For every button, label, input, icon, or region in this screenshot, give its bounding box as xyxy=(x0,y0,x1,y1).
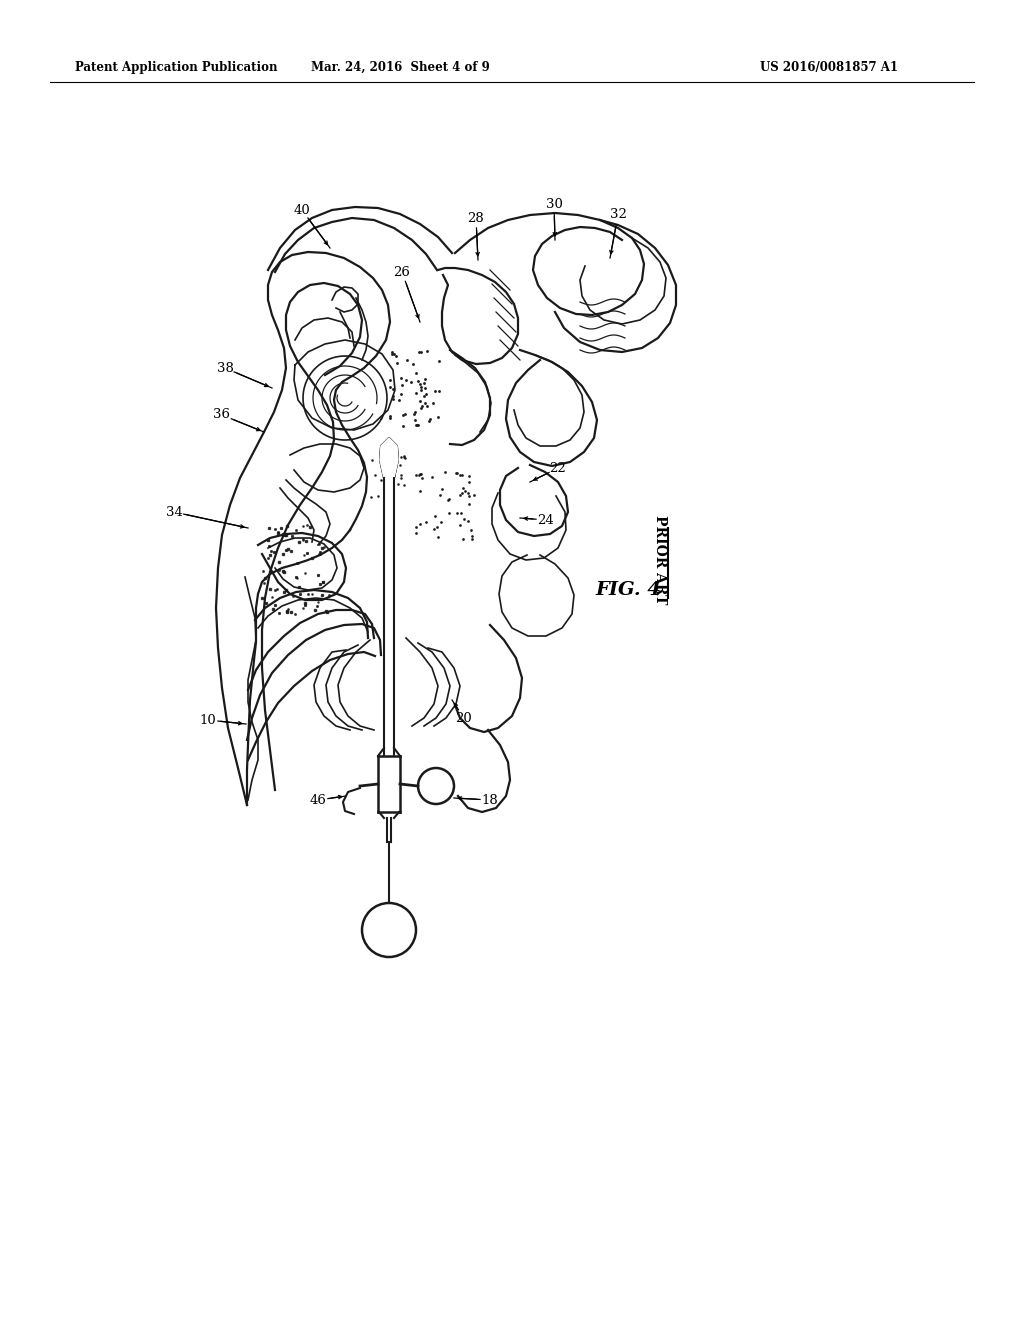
Text: US 2016/0081857 A1: US 2016/0081857 A1 xyxy=(760,61,898,74)
Text: 40: 40 xyxy=(294,203,310,216)
Text: 26: 26 xyxy=(393,265,411,279)
Text: PRIOR ART: PRIOR ART xyxy=(653,515,667,605)
Polygon shape xyxy=(384,478,394,810)
Text: 38: 38 xyxy=(216,362,233,375)
Text: 36: 36 xyxy=(213,408,230,421)
Text: 24: 24 xyxy=(538,513,554,527)
Polygon shape xyxy=(380,438,398,478)
Text: 30: 30 xyxy=(546,198,562,210)
Text: Patent Application Publication: Patent Application Publication xyxy=(75,61,278,74)
Text: Mar. 24, 2016  Sheet 4 of 9: Mar. 24, 2016 Sheet 4 of 9 xyxy=(310,61,489,74)
Polygon shape xyxy=(378,756,400,812)
Text: 22: 22 xyxy=(550,462,566,474)
Text: 46: 46 xyxy=(309,793,327,807)
Text: 20: 20 xyxy=(456,711,472,725)
Text: 18: 18 xyxy=(481,793,499,807)
Text: FIG. 4: FIG. 4 xyxy=(595,581,662,599)
Text: 28: 28 xyxy=(468,211,484,224)
Text: 32: 32 xyxy=(609,209,627,222)
Text: 34: 34 xyxy=(166,506,182,519)
Text: 10: 10 xyxy=(200,714,216,726)
